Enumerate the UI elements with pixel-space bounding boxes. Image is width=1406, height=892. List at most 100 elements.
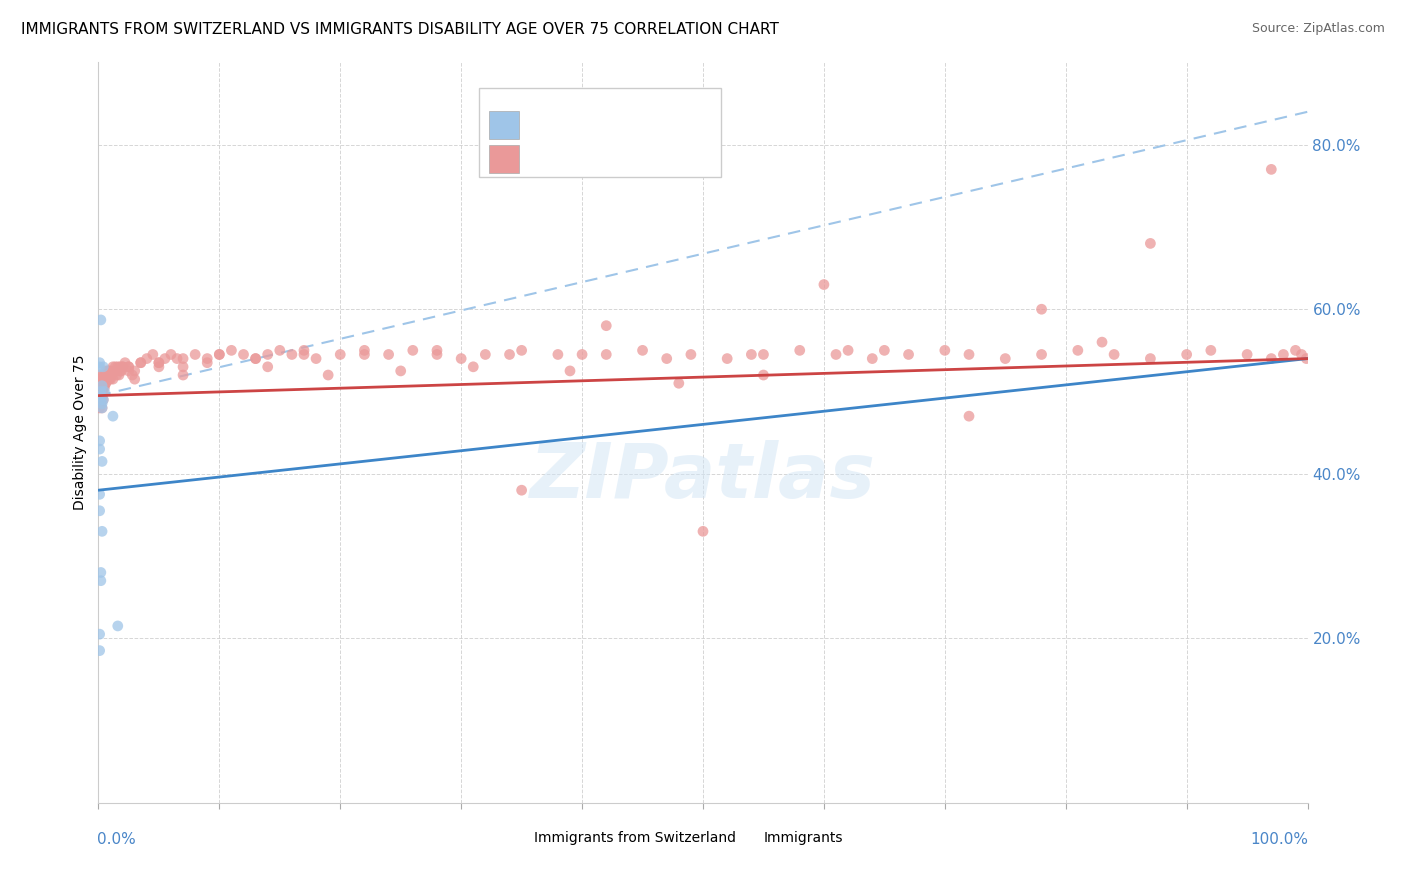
Point (752, 347, 775, 361)
Point (89, 627, 111, 641)
Point (89, 384, 111, 399)
Point (1295, 351, 1317, 366)
Point (245, 351, 267, 366)
Point (90, 392, 112, 407)
FancyBboxPatch shape (737, 828, 759, 848)
Point (160, 347, 183, 361)
Point (292, 343, 315, 358)
Point (108, 368, 131, 382)
Point (90, 384, 112, 399)
Point (101, 409, 124, 424)
Point (110, 364, 132, 378)
Point (105, 368, 128, 382)
Point (195, 356, 218, 370)
Point (91, 401, 114, 415)
Point (463, 359, 485, 374)
Point (208, 347, 231, 361)
FancyBboxPatch shape (489, 111, 519, 138)
Point (813, 277, 835, 292)
Point (153, 351, 176, 366)
Text: 148: 148 (682, 151, 714, 166)
Point (91, 384, 114, 399)
Point (90, 376, 112, 391)
Point (90, 574, 112, 588)
Point (111, 359, 134, 374)
Point (108, 364, 131, 378)
Point (129, 356, 152, 370)
Point (668, 376, 690, 391)
Point (389, 364, 412, 378)
Point (1260, 162, 1282, 177)
Point (740, 347, 762, 361)
Point (1272, 347, 1295, 361)
Point (679, 347, 702, 361)
Point (281, 347, 304, 361)
Point (91, 380, 114, 394)
Point (510, 343, 533, 358)
Point (90, 392, 112, 407)
Point (89, 643, 111, 657)
Point (1139, 351, 1161, 366)
Point (595, 347, 617, 361)
Point (103, 364, 125, 378)
Point (93, 368, 115, 382)
Point (114, 356, 136, 370)
Point (91, 401, 114, 415)
Point (474, 347, 496, 361)
Point (98, 372, 121, 386)
Point (1175, 347, 1198, 361)
Text: 100.0%: 100.0% (1251, 832, 1309, 847)
Point (1260, 351, 1282, 366)
Point (101, 359, 124, 374)
Point (329, 347, 352, 361)
Point (571, 347, 593, 361)
Point (96, 368, 118, 382)
Point (692, 524, 714, 539)
Point (142, 347, 165, 361)
Point (124, 372, 146, 386)
Point (450, 351, 472, 366)
Point (256, 359, 278, 374)
Point (148, 356, 170, 370)
Point (172, 368, 194, 382)
Point (91, 380, 114, 394)
Point (89, 504, 111, 518)
Point (631, 343, 654, 358)
Point (129, 356, 152, 370)
Point (107, 619, 129, 633)
Point (1284, 343, 1306, 358)
Point (135, 351, 157, 366)
Point (108, 359, 131, 374)
Point (90, 376, 112, 391)
Point (89, 372, 111, 386)
Point (90, 566, 112, 580)
Point (1139, 236, 1161, 251)
Point (873, 343, 896, 358)
Point (825, 347, 848, 361)
Point (100, 372, 122, 386)
Point (90, 313, 112, 327)
Point (934, 343, 956, 358)
Point (89, 359, 111, 374)
Point (89, 434, 111, 448)
Point (377, 347, 399, 361)
Point (89, 487, 111, 501)
Point (91, 397, 114, 411)
Point (1291, 347, 1313, 361)
Point (91, 392, 114, 407)
Text: R =: R = (531, 95, 564, 109)
Point (118, 359, 141, 374)
Point (426, 343, 449, 358)
Point (172, 359, 194, 374)
FancyBboxPatch shape (479, 88, 721, 178)
Text: 0.0%: 0.0% (97, 832, 136, 847)
Point (93, 376, 115, 391)
Point (789, 343, 811, 358)
Point (837, 343, 859, 358)
Point (89, 392, 111, 407)
Point (91, 524, 114, 539)
Text: IMMIGRANTS FROM SWITZERLAND VS IMMIGRANTS DISABILITY AGE OVER 75 CORRELATION CHA: IMMIGRANTS FROM SWITZERLAND VS IMMIGRANT… (21, 22, 779, 37)
Point (510, 483, 533, 498)
Text: 24: 24 (682, 95, 709, 109)
Text: Immigrants: Immigrants (763, 831, 844, 846)
